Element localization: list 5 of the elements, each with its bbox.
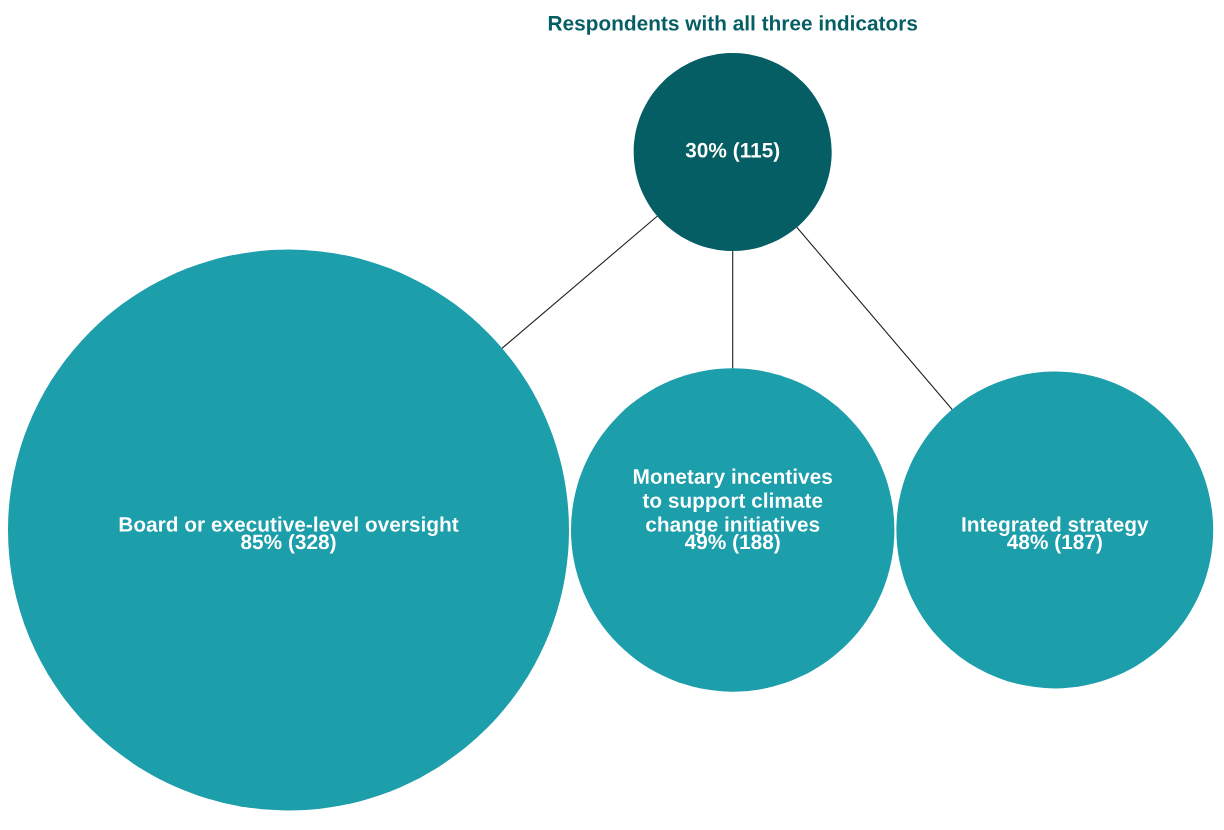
text: Respondents with all three indicators bbox=[548, 15, 918, 35]
data-label: 85% (328) bbox=[241, 534, 336, 554]
data-label: 48% (187) bbox=[1007, 534, 1102, 554]
data-label: 49% (188) bbox=[684, 534, 780, 554]
data-label: 30% (115) bbox=[685, 142, 780, 162]
